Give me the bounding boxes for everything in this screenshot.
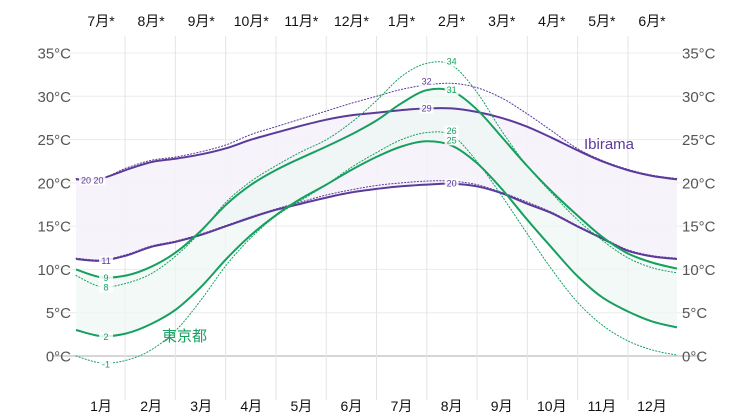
point-label-bg <box>99 273 114 284</box>
x-tick-label-bottom: 10月 <box>537 398 567 414</box>
point-label-bg <box>444 125 459 136</box>
line-tokyo-high <box>75 87 678 279</box>
point-label-avg_low_min: -1 <box>102 360 110 370</box>
x-tick-label-top: 7月* <box>87 13 115 29</box>
y-tick-label-right: 0°C <box>682 349 707 366</box>
line-ibirama-avg-high <box>75 82 678 180</box>
x-tick-label-top: 6月* <box>638 13 666 29</box>
x-tick-label-top: 10月* <box>234 13 270 29</box>
y-tick-label-left: 20°C <box>37 175 71 192</box>
x-tick-label-top: 8月* <box>138 13 166 29</box>
y-tick-label-left: 25°C <box>37 132 71 149</box>
x-tick-label-bottom: 11月 <box>588 398 617 414</box>
x-tick-label-top: 4月* <box>538 13 566 29</box>
x-tick-label-top: 2月* <box>438 13 466 29</box>
y-tick-label-right: 25°C <box>682 132 716 149</box>
y-tick-label-right: 20°C <box>682 175 716 192</box>
line-tokyo-low <box>75 140 678 338</box>
point-label-low_min: 11 <box>101 256 110 266</box>
point-label-high_max: 29 <box>422 103 432 113</box>
point-label-avg_high_min: 8 <box>104 283 109 293</box>
y-tick-label-right: 5°C <box>682 305 707 322</box>
point-label-low_max: 25 <box>447 135 457 145</box>
series-bands <box>76 88 677 337</box>
x-tick-label-bottom: 3月 <box>190 398 212 414</box>
y-tick-label-left: 10°C <box>37 262 71 279</box>
point-label-bg <box>444 85 459 96</box>
x-tick-label-bottom: 5月 <box>290 398 312 414</box>
y-axis-left: 0°C 5°C 10°C 15°C 20°C 25°C 30°C 35°C <box>37 46 71 366</box>
series-lines <box>75 61 678 364</box>
point-label-bg <box>99 359 114 370</box>
point-label-high_min2: 20 <box>94 175 104 185</box>
point-label-bg <box>444 135 459 146</box>
x-tick-label-bottom: 9月 <box>491 398 513 414</box>
point-label-bg <box>91 175 106 186</box>
series-label-ibirama: Ibirama <box>584 136 635 153</box>
x-tick-label-bottom: 1月 <box>90 398 112 414</box>
y-tick-label-right: 15°C <box>682 219 716 236</box>
line-tokyo-avg-high <box>75 61 678 288</box>
line-ibirama-low <box>75 182 678 262</box>
x-tick-label-top: 1月* <box>388 13 416 29</box>
point-label-high_min: 20 <box>81 175 91 185</box>
point-label-bg <box>99 255 114 266</box>
x-tick-label-bottom: 6月 <box>341 398 363 414</box>
point-label-avg_low_max: 26 <box>447 126 457 136</box>
y-tick-label-left: 5°C <box>46 305 71 322</box>
point-label-bg <box>419 103 434 114</box>
y-tick-label-left: 35°C <box>37 46 71 63</box>
band-tokyo <box>76 88 677 337</box>
x-tick-label-top: 9月* <box>188 13 216 29</box>
x-tick-label-bottom: 8月 <box>441 398 463 414</box>
point-label-low_max: 20 <box>447 179 457 189</box>
point-label-bg <box>419 76 434 87</box>
x-tick-label-top: 3月* <box>488 13 516 29</box>
x-axis-bottom: 1月 2月 3月 4月 5月 6月 7月 8月 9月 10月 11月 12月 <box>90 398 667 414</box>
y-tick-label-right: 30°C <box>682 89 716 106</box>
x-tick-label-bottom: 12月 <box>637 398 667 414</box>
x-tick-label-top: 12月* <box>334 13 370 29</box>
y-tick-label-right: 10°C <box>682 262 716 279</box>
series-label-tokyo: 東京都 <box>162 328 207 345</box>
point-label-avg_high_max: 32 <box>422 77 432 87</box>
point-label-avg_high_max: 34 <box>447 57 457 67</box>
y-tick-label-left: 15°C <box>37 219 71 236</box>
y-axis-right: 0°C 5°C 10°C 15°C 20°C 25°C 30°C 35°C <box>682 46 716 366</box>
x-tick-label-bottom: 2月 <box>140 398 162 414</box>
x-axis-top: 7月* 8月* 9月* 10月* 11月* 12月* 1月* 2月* 3月* 4月* 5月* 6月* <box>87 13 666 29</box>
y-tick-label-right: 35°C <box>682 46 716 63</box>
x-tick-label-bottom: 4月 <box>240 398 262 414</box>
x-tick-label-bottom: 7月 <box>391 398 413 414</box>
point-label-bg <box>79 175 94 186</box>
x-tick-label-top: 5月* <box>588 13 616 29</box>
line-ibirama-high <box>75 107 678 181</box>
point-label-bg <box>99 331 114 342</box>
point-label-bg <box>99 282 114 293</box>
x-tick-label-top: 11月* <box>284 13 319 29</box>
line-tokyo-avg-low <box>75 131 678 364</box>
point-label-low_min: 2 <box>104 332 109 342</box>
point-label-bg <box>444 178 459 189</box>
point-label-high_min: 9 <box>104 273 109 283</box>
y-tick-label-left: 30°C <box>37 89 71 106</box>
point-label-high_max: 31 <box>447 85 457 95</box>
y-tick-label-left: 0°C <box>46 349 71 366</box>
point-label-bg <box>444 56 459 67</box>
